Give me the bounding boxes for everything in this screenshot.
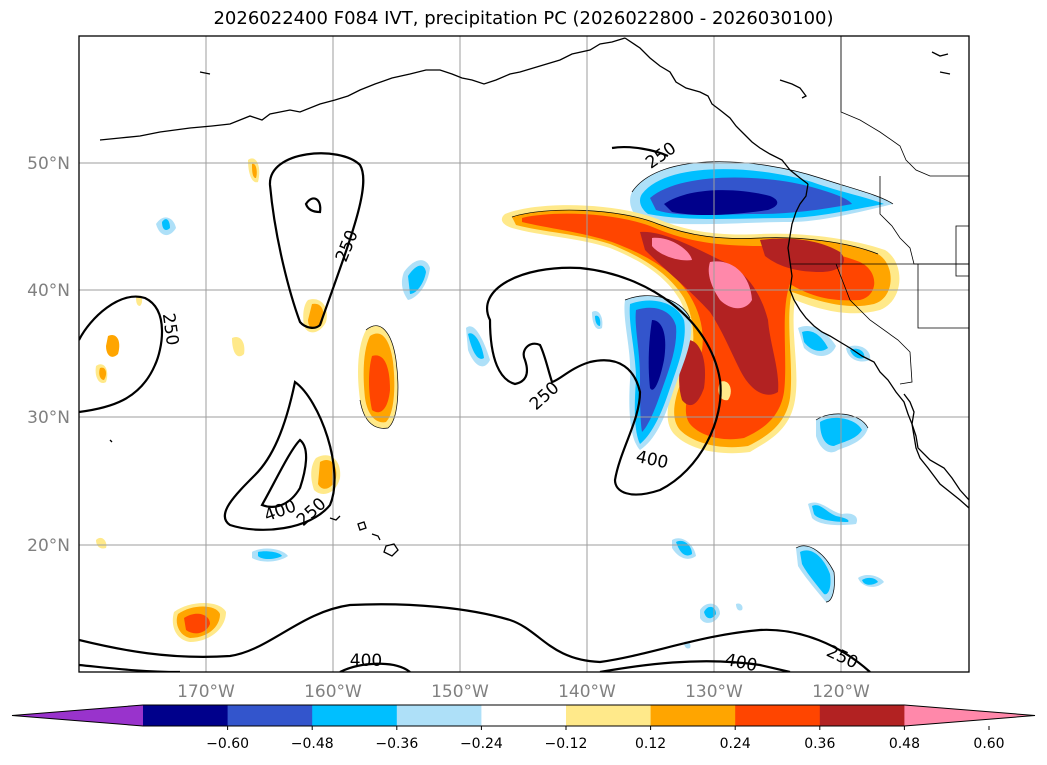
colorbar-segment	[143, 705, 229, 726]
lon-tick-label: 120°W	[812, 682, 870, 702]
lat-tick-label: 50°N	[27, 154, 70, 174]
contour-label: 250	[332, 227, 363, 265]
colorbar-extend-low	[12, 705, 143, 726]
colorbar-tick-label: −0.12	[545, 736, 588, 752]
colorbar-tick-label: −0.60	[206, 736, 249, 752]
colorbar-tick-label: −0.36	[375, 736, 418, 752]
lon-tick-label: 140°W	[558, 682, 616, 702]
colorbar-tick-label: 0.60	[973, 736, 1004, 752]
colorbar-segment	[819, 705, 905, 726]
contour-label: 250	[823, 642, 861, 674]
lon-tick-label: 170°W	[177, 682, 235, 702]
colorbar-segment	[481, 705, 567, 726]
contour-label: 400	[634, 447, 670, 473]
colorbar-segment	[650, 705, 736, 726]
lat-tick-label: 20°N	[27, 536, 70, 556]
lon-tick-label: 160°W	[304, 682, 362, 702]
colorbar-segment	[312, 705, 398, 726]
political-borders	[790, 36, 969, 385]
lon-tick-label: 150°W	[431, 682, 489, 702]
colorbar-extend-high	[904, 705, 1035, 726]
precip-anomaly-fill	[95, 158, 900, 649]
gridlines	[79, 36, 969, 672]
positive-anomaly-patches	[95, 158, 398, 642]
coastlines	[99, 37, 969, 557]
colorbar-segment	[396, 705, 482, 726]
contour-label: 250	[526, 378, 564, 415]
colorbar-segment	[735, 705, 821, 726]
lon-tick-labels: 170°W 160°W 150°W 140°W 130°W 120°W	[177, 682, 870, 702]
contour-label: 400	[350, 651, 382, 671]
colorbar-segment	[566, 705, 652, 726]
colorbar-tick-label: 0.48	[889, 736, 920, 752]
map-frame	[78, 35, 970, 673]
colorbar-tick-label: −0.24	[460, 736, 503, 752]
negative-anomaly-flank	[624, 295, 692, 450]
colorbar: −0.60 −0.48 −0.36 −0.24 −0.12 0.12 0.24 0.36 0.4…	[11, 704, 1036, 752]
colorbar-tick-label: 0.36	[804, 736, 835, 752]
lat-tick-label: 30°N	[27, 408, 70, 428]
colorbar-tick-label: −0.48	[291, 736, 334, 752]
colorbar-tick-label: 0.24	[720, 736, 751, 752]
lon-tick-label: 130°W	[685, 682, 743, 702]
contour-label: 400	[262, 496, 299, 526]
colorbar-outline	[11, 704, 1036, 727]
colorbar-segment	[227, 705, 313, 726]
negative-anomaly-nw	[630, 161, 893, 225]
lat-tick-label: 40°N	[27, 281, 70, 301]
map-title: 2026022400 F084 IVT, precipitation PC (2…	[213, 8, 834, 29]
ivt-contours	[79, 146, 871, 672]
colorbar-tick-label: 0.12	[635, 736, 666, 752]
lat-tick-labels: 50°N 40°N 30°N 20°N	[27, 154, 70, 556]
contour-label: 250	[158, 312, 182, 347]
